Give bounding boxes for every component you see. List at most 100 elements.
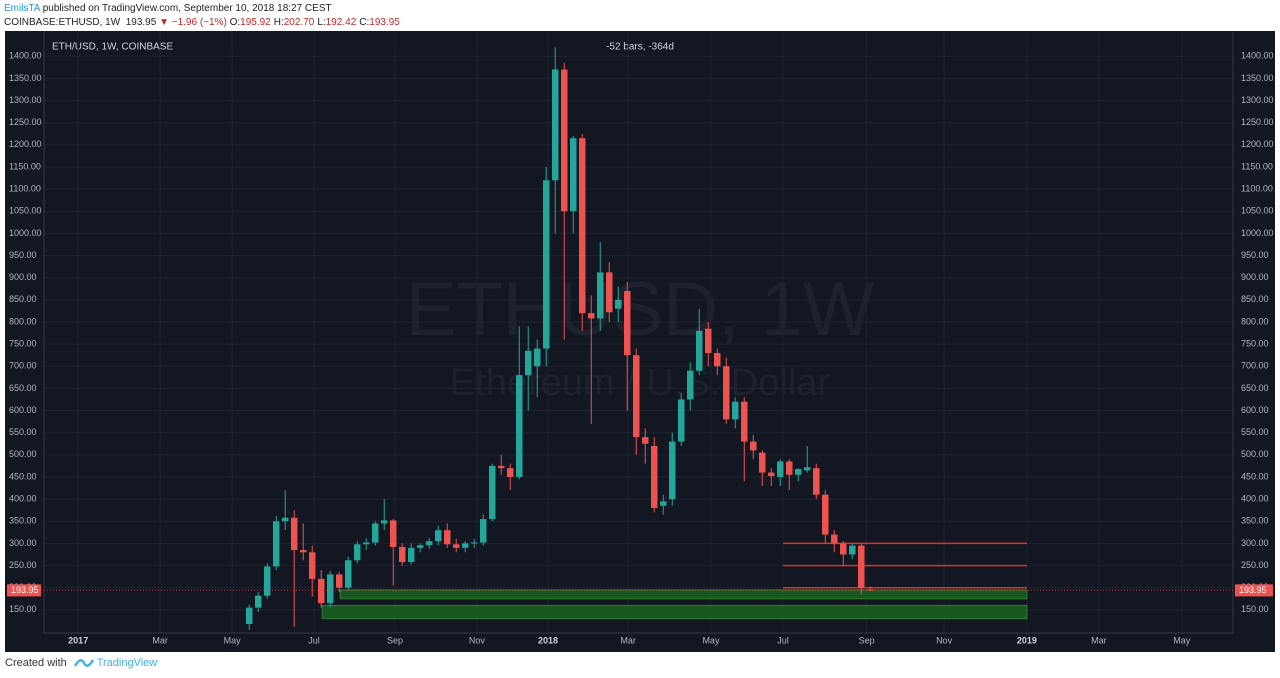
y-tick-label: 700.00: [9, 361, 37, 371]
y-tick-label: 1050.00: [9, 206, 42, 216]
ohlc-value: 192.42: [325, 17, 357, 28]
y-tick-label-right: 850.00: [1241, 294, 1269, 304]
ohlc-value: 202.70: [283, 17, 315, 28]
candle-body: [831, 534, 838, 544]
y-tick-label-right: 1350.00: [1241, 73, 1274, 83]
ohlc-label: H:: [273, 17, 284, 28]
candle-body: [543, 180, 550, 349]
price-label-box: [7, 584, 41, 597]
x-tick-label: Mar: [1091, 635, 1107, 645]
x-tick-label: Nov: [469, 635, 486, 645]
measure-label: -52 bars, -364d: [606, 42, 674, 53]
x-tick-label: 2019: [1017, 635, 1037, 645]
ohlc-value: 195.92: [240, 17, 271, 28]
chart-title: ETH/USD, 1W, COINBASE: [52, 42, 173, 53]
candle-body: [561, 69, 568, 212]
candle-body: [488, 465, 496, 520]
candle-body: [497, 465, 505, 469]
candle-body: [434, 530, 442, 542]
y-tick-label: 350.00: [9, 516, 37, 526]
y-tick-label: 650.00: [9, 383, 37, 393]
x-tick-label: Sep: [387, 635, 403, 645]
candle-body: [525, 350, 532, 376]
y-tick-label: 600.00: [9, 405, 37, 415]
candle-body: [299, 550, 307, 553]
chart: ETHUSD, 1W Ethereum / U.S. Dollar ETH/USD…: [5, 31, 1275, 652]
candle-body: [795, 469, 802, 475]
y-tick-label-right: 350.00: [1241, 516, 1269, 526]
candle-body: [822, 494, 829, 535]
x-tick-label: Jul: [777, 635, 789, 645]
y-tick-label-right: 1250.00: [1241, 117, 1274, 127]
x-tick-label: Sep: [859, 635, 875, 645]
y-tick-label-right: 750.00: [1241, 339, 1269, 349]
zone: [321, 604, 1028, 620]
symbol: COINBASE:ETHUSD, 1W: [4, 17, 121, 28]
candle-body: [615, 299, 622, 309]
candle-body: [335, 574, 343, 588]
candle-body: [723, 366, 730, 420]
y-tick-label: 150.00: [9, 604, 37, 614]
candle-body: [588, 313, 595, 319]
brand[interactable]: TradingView: [96, 657, 158, 669]
candle-body: [597, 272, 604, 319]
candle-body: [696, 330, 703, 371]
candle-body: [750, 441, 757, 451]
y-tick-label: 300.00: [9, 538, 37, 548]
candle-body: [425, 541, 433, 546]
ohlc: O:195.92 H:202.70 L:192.42 C:193.95: [230, 17, 403, 28]
candle-body: [570, 138, 577, 212]
candle-body: [669, 441, 676, 500]
y-tick-label: 900.00: [9, 272, 37, 282]
candle-body: [867, 589, 874, 591]
y-tick-label: 1400.00: [9, 51, 42, 61]
y-tick-label: 1150.00: [9, 161, 41, 171]
y-tick-label: 1000.00: [9, 228, 42, 238]
footer-text: Created with: [5, 657, 67, 669]
y-tick-label-right: 650.00: [1241, 383, 1269, 393]
footer: Created with TradingView: [5, 657, 157, 669]
candle-body: [281, 517, 289, 522]
y-tick-label-right: 1000.00: [1241, 228, 1274, 238]
y-tick-label-right: 1200.00: [1241, 139, 1274, 149]
candle-body: [326, 574, 334, 604]
candle-body: [777, 461, 784, 477]
candle-body: [759, 452, 766, 473]
y-tick-label-right: 600.00: [1241, 405, 1269, 415]
y-tick-label: 550.00: [9, 427, 37, 437]
y-tick-label-right: 700.00: [1241, 361, 1269, 371]
ohlc-label: C:: [359, 17, 370, 28]
candle-body: [534, 348, 541, 367]
candle-body: [624, 290, 631, 356]
candle-body: [452, 544, 460, 548]
candle-body: [479, 519, 487, 543]
x-tick-label: 2017: [68, 635, 88, 645]
y-tick-label-right: 1400.00: [1241, 51, 1274, 61]
candle-body: [398, 546, 406, 563]
candle-body: [606, 272, 613, 313]
candle-body: [272, 521, 280, 567]
ohlc-label: O:: [229, 17, 241, 28]
y-tick-label: 750.00: [9, 339, 37, 349]
y-tick-label-right: 1100.00: [1241, 183, 1273, 193]
candle-body: [768, 472, 775, 477]
candle-body: [416, 545, 424, 548]
watermark: ETHUSD, 1W: [406, 267, 875, 352]
author[interactable]: EmilsTA: [4, 3, 40, 14]
y-tick-label-right: 150.00: [1241, 604, 1269, 614]
x-tick-label: Mar: [620, 635, 636, 645]
candle-body: [678, 399, 685, 442]
candle-body: [552, 69, 559, 181]
candle-body: [804, 467, 811, 471]
price-label: 193.95: [11, 585, 39, 595]
candle-body: [705, 328, 712, 353]
candle-body: [840, 543, 847, 555]
candle-body: [389, 520, 397, 547]
y-tick-label-right: 550.00: [1241, 427, 1269, 437]
candle-body: [506, 468, 514, 477]
candle-body: [687, 370, 694, 400]
x-tick-label: Mar: [152, 635, 168, 645]
y-tick-label-right: 800.00: [1241, 316, 1269, 326]
candle-body: [858, 545, 865, 588]
